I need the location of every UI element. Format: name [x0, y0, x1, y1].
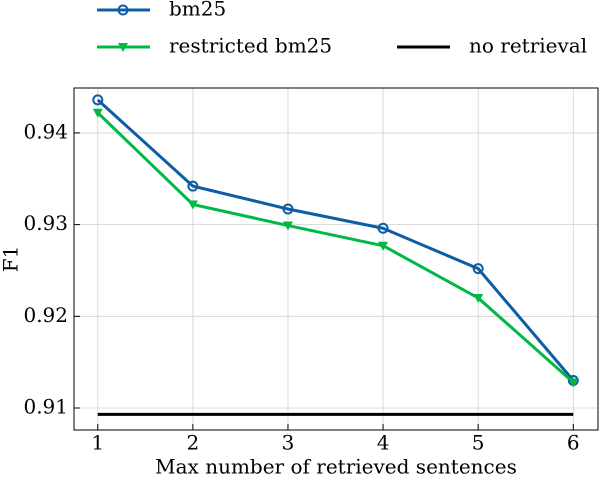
point — [92, 94, 104, 106]
point — [187, 180, 199, 192]
series-line — [96, 98, 575, 382]
point — [377, 222, 389, 234]
legend-marker — [118, 43, 128, 52]
y-tick-label: 0.91 — [23, 394, 68, 418]
y-tick-label: 0.94 — [23, 119, 68, 143]
x-tick-label: 6 — [567, 431, 580, 455]
series-line — [96, 111, 575, 384]
y-axis-label: F1 — [0, 246, 23, 273]
x-tick-label: 4 — [377, 431, 390, 455]
point — [187, 200, 198, 210]
legend-label: no retrieval — [469, 34, 587, 58]
point — [282, 203, 294, 215]
x-tick-label: 1 — [91, 431, 104, 455]
legend-label: restricted bm25 — [169, 34, 332, 58]
x-tick-label: 3 — [282, 431, 295, 455]
y-tick-label: 0.93 — [23, 211, 68, 235]
point — [473, 293, 484, 303]
point — [92, 108, 103, 118]
y-tick-label: 0.92 — [23, 303, 68, 327]
x-axis-label: Max number of retrieved sentences — [155, 455, 517, 479]
legend-marker — [117, 4, 129, 16]
point — [472, 263, 484, 275]
x-tick-label: 2 — [187, 431, 200, 455]
point — [282, 221, 293, 231]
x-tick-label: 5 — [472, 431, 485, 455]
plot-frame — [73, 87, 599, 431]
legend-label: bm25 — [169, 0, 226, 21]
point — [568, 378, 579, 388]
point — [378, 241, 389, 251]
